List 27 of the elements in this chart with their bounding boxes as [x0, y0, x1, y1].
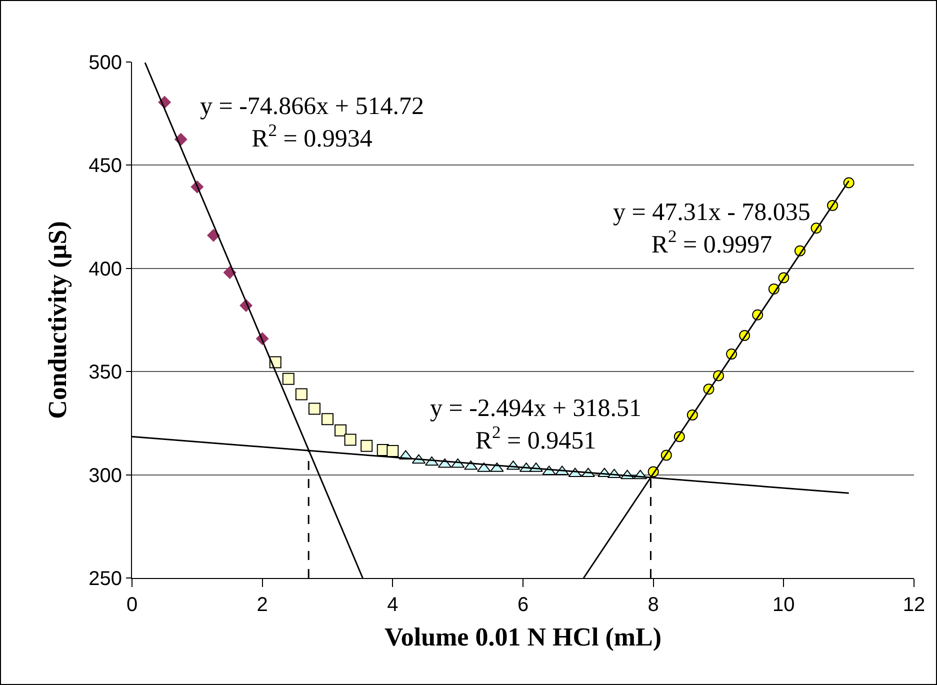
point [386, 445, 399, 458]
y-axis-title: Conductivity (µS) [43, 221, 72, 419]
x-tick-label: 2 [256, 594, 268, 616]
point [322, 413, 334, 426]
point [334, 424, 347, 436]
point [295, 388, 308, 400]
annotation: y = -74.866x + 514.72 R$^{2}$ = 0.9934 [200, 93, 424, 152]
x-tick-label: 8 [648, 594, 659, 616]
annotation: y = 47.31x - 78.035 R$^{2}$ = 0.9997 [613, 199, 810, 258]
point [308, 402, 320, 415]
point [344, 434, 356, 446]
y-tick-label: 300 [88, 464, 122, 487]
x-tick-label: 6 [517, 594, 529, 616]
x-axis-title: Volume 0.01 N HCl (mL) [384, 622, 662, 652]
point [360, 440, 373, 452]
point [206, 228, 220, 242]
y-tick-label: 350 [88, 362, 122, 384]
x-tick-label: 0 [126, 594, 138, 616]
point [282, 372, 294, 385]
x-tick-label: 4 [387, 594, 398, 616]
y-tick-label: 450 [88, 155, 122, 178]
x-tick-label: 10 [772, 594, 795, 616]
y-tick-label: 500 [88, 52, 122, 74]
y-tick-label: 400 [88, 258, 122, 280]
y-tick-label: 250 [88, 568, 122, 590]
x-tick-label: 12 [902, 594, 926, 616]
annotation: y = -2.494x + 318.51 R$^{2}$ = 0.9451 [430, 395, 642, 454]
